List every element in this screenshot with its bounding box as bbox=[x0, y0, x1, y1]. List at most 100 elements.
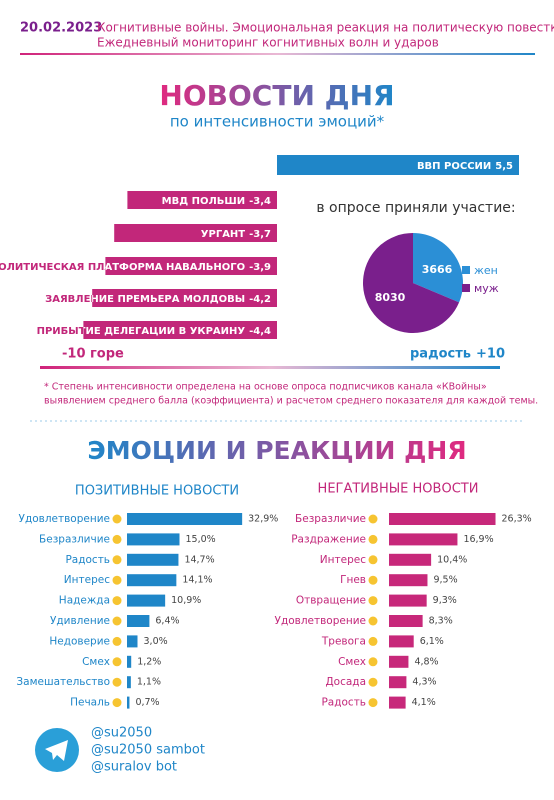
section-title: ЭМОЦИИ И РЕАКЦИИ ДНЯ bbox=[87, 436, 466, 465]
subtitle: по интенсивности эмоций* bbox=[170, 113, 385, 131]
value-label: -3,4 bbox=[249, 196, 271, 207]
emoji bbox=[112, 514, 122, 524]
category-label: УРГАНТ bbox=[201, 229, 246, 240]
value-label: 9,3% bbox=[433, 595, 457, 606]
value-label: 6,4% bbox=[155, 616, 179, 627]
value-label: 10,4% bbox=[437, 554, 467, 565]
category-label: Смех bbox=[82, 656, 110, 668]
bar bbox=[127, 676, 131, 689]
bar-label: ПОЛИТИЧЕСКАЯ ПЛАТФОРМА НАВАЛЬНОГО -3,9 bbox=[0, 262, 271, 273]
value-label: -3,7 bbox=[249, 229, 271, 240]
emoji bbox=[368, 657, 378, 667]
bar-label: ЗАЯВЛЕНИЕ ПРЕМЬЕРА МОЛДОВЫ -4,2 bbox=[45, 294, 271, 305]
bar bbox=[389, 594, 427, 607]
bar bbox=[389, 553, 432, 566]
bar bbox=[127, 615, 150, 627]
value-label: 3,0% bbox=[144, 636, 168, 647]
header-line: Когнитивные войны. Эмоциональная реакция… bbox=[97, 21, 554, 35]
emoji bbox=[112, 677, 122, 687]
value-label: 4,3% bbox=[412, 677, 436, 688]
handle[interactable]: @suralov bot bbox=[91, 760, 177, 775]
category-label: ПОЛИТИЧЕСКАЯ ПЛАТФОРМА НАВАЛЬНОГО bbox=[0, 262, 245, 273]
category-label: Удовлетворение bbox=[275, 615, 366, 627]
scale-text: радость bbox=[410, 347, 471, 362]
value-label: 26,3% bbox=[502, 514, 532, 525]
category-label: Смех bbox=[338, 656, 366, 668]
scale-label: -10 bbox=[62, 347, 86, 362]
bar bbox=[127, 191, 278, 209]
emoji bbox=[112, 616, 122, 626]
category-label: Удивление bbox=[50, 615, 110, 627]
category-label: Замешательство bbox=[16, 676, 110, 688]
telegram-plane bbox=[45, 740, 68, 761]
value-label: -3,9 bbox=[249, 262, 271, 273]
category-label: ЗАЯВЛЕНИЕ ПРЕМЬЕРА МОЛДОВЫ bbox=[45, 294, 245, 305]
category-label: Радость bbox=[321, 697, 366, 709]
value-label: 1,1% bbox=[137, 677, 161, 688]
separator bbox=[20, 53, 535, 55]
bar bbox=[127, 553, 179, 566]
emoji bbox=[368, 575, 378, 585]
legend-label: жен bbox=[474, 264, 498, 277]
value-label: 8,3% bbox=[429, 616, 453, 627]
bar bbox=[92, 289, 277, 307]
category-label: ВВП РОССИИ bbox=[417, 161, 491, 172]
panel-title: НЕГАТИВНЫЕ НОВОСТИ bbox=[318, 482, 479, 497]
bar bbox=[389, 513, 496, 525]
bar-label: УРГАНТ -3,7 bbox=[201, 229, 271, 240]
emoji bbox=[112, 636, 122, 646]
bar bbox=[114, 224, 277, 242]
legend-swatch bbox=[462, 266, 470, 274]
panel-title: ПОЗИТИВНЫЕ НОВОСТИ bbox=[75, 484, 239, 499]
title: НОВОСТИ ДНЯ bbox=[159, 79, 394, 112]
bar-label: МВД ПОЛЬШИ -3,4 bbox=[162, 196, 271, 207]
category-label: МВД ПОЛЬШИ bbox=[162, 196, 245, 207]
pie-title: в опросе приняли участие: bbox=[316, 200, 515, 216]
value-label: -3,9 bbox=[249, 262, 271, 273]
pie-slice bbox=[362, 233, 460, 333]
header-line: Ежедневный мониторинг когнитивных волн и… bbox=[97, 36, 439, 50]
category-label: Отвращение bbox=[296, 595, 366, 607]
value-label: 9,5% bbox=[433, 575, 457, 586]
emoji bbox=[112, 596, 122, 606]
emoji bbox=[112, 534, 122, 544]
value-label: 14,7% bbox=[184, 554, 214, 565]
bar bbox=[83, 321, 278, 339]
handle[interactable]: @su2050 bbox=[91, 726, 152, 741]
category-label: МВД ПОЛЬШИ bbox=[162, 196, 245, 207]
category-label: Интерес bbox=[64, 574, 110, 586]
category-label: УРГАНТ bbox=[201, 229, 246, 240]
bar-label: ПРИБЫТИЕ ДЕЛЕГАЦИИ В УКРАИНУ -4,4 bbox=[37, 326, 271, 337]
value-label: 1,2% bbox=[137, 656, 161, 667]
emoji bbox=[112, 657, 122, 667]
value-label: 0,7% bbox=[135, 697, 159, 708]
emoji bbox=[368, 514, 378, 524]
bar bbox=[277, 155, 519, 175]
value-label: 16,9% bbox=[463, 534, 493, 545]
emoji bbox=[368, 677, 378, 687]
category-label: ВВП РОССИИ bbox=[417, 161, 491, 172]
emoji bbox=[368, 698, 378, 708]
emoji bbox=[368, 555, 378, 565]
handle[interactable]: @su2050 sambot bbox=[91, 743, 205, 758]
bar bbox=[389, 676, 407, 689]
category-label: Удовлетворение bbox=[19, 513, 110, 525]
emoji bbox=[368, 616, 378, 626]
bar bbox=[105, 257, 278, 275]
bar bbox=[127, 635, 138, 648]
bar bbox=[127, 655, 132, 668]
value-label: -3,7 bbox=[249, 229, 271, 240]
bar bbox=[389, 615, 423, 627]
bar bbox=[127, 696, 130, 709]
value-label: 4,8% bbox=[414, 656, 438, 667]
bar bbox=[389, 533, 458, 546]
scale-text: горе bbox=[90, 347, 124, 362]
category-label: Надежда bbox=[59, 595, 110, 607]
slice-label: 8030 bbox=[375, 291, 406, 304]
slice-label: 3666 bbox=[422, 263, 453, 276]
bar bbox=[389, 696, 406, 709]
category-label: Печаль bbox=[70, 697, 110, 709]
emoji bbox=[368, 636, 378, 646]
note: * Степень интенсивности определена на ос… bbox=[44, 382, 487, 393]
